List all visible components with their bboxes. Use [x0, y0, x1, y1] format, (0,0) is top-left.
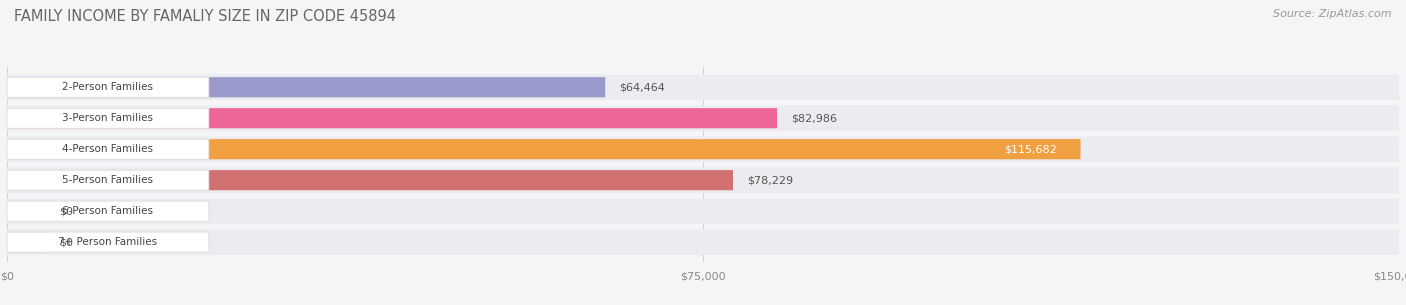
FancyBboxPatch shape [7, 201, 209, 221]
FancyBboxPatch shape [7, 77, 605, 97]
Text: 2-Person Families: 2-Person Families [62, 82, 153, 92]
FancyBboxPatch shape [7, 139, 209, 159]
FancyBboxPatch shape [7, 201, 45, 221]
FancyBboxPatch shape [7, 139, 1081, 159]
Text: 7+ Person Families: 7+ Person Families [59, 237, 157, 247]
Text: 5-Person Families: 5-Person Families [62, 175, 153, 185]
Text: 6-Person Families: 6-Person Families [62, 206, 153, 216]
FancyBboxPatch shape [7, 108, 209, 128]
FancyBboxPatch shape [7, 232, 45, 252]
FancyBboxPatch shape [7, 167, 1399, 193]
FancyBboxPatch shape [7, 170, 733, 190]
FancyBboxPatch shape [7, 137, 1399, 162]
Text: $115,682: $115,682 [1004, 144, 1057, 154]
FancyBboxPatch shape [7, 74, 1399, 100]
Text: $82,986: $82,986 [792, 113, 837, 123]
Text: $0: $0 [59, 237, 73, 247]
Text: $78,229: $78,229 [747, 175, 793, 185]
FancyBboxPatch shape [7, 199, 1399, 224]
FancyBboxPatch shape [7, 77, 209, 97]
FancyBboxPatch shape [7, 170, 209, 190]
FancyBboxPatch shape [7, 106, 1399, 131]
FancyBboxPatch shape [7, 108, 778, 128]
Text: 3-Person Families: 3-Person Families [62, 113, 153, 123]
FancyBboxPatch shape [7, 229, 1399, 255]
Text: $64,464: $64,464 [619, 82, 665, 92]
Text: 4-Person Families: 4-Person Families [62, 144, 153, 154]
Text: $0: $0 [59, 206, 73, 216]
FancyBboxPatch shape [7, 232, 209, 252]
Text: Source: ZipAtlas.com: Source: ZipAtlas.com [1274, 9, 1392, 19]
Text: FAMILY INCOME BY FAMALIY SIZE IN ZIP CODE 45894: FAMILY INCOME BY FAMALIY SIZE IN ZIP COD… [14, 9, 396, 24]
